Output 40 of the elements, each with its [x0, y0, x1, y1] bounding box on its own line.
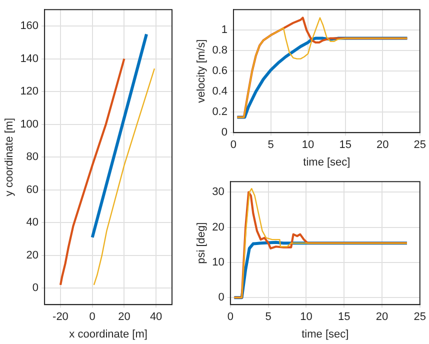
- x-tick-label: 10: [300, 311, 312, 324]
- x-tick-label: 25: [414, 311, 426, 324]
- y-tick-label: 60: [26, 184, 39, 196]
- x-axis-title: x coordinate [m]: [69, 328, 148, 340]
- x-tick-label: 15: [338, 311, 350, 324]
- x-tick-label: 0: [89, 311, 96, 324]
- x-tick-label: 5: [265, 311, 272, 324]
- y-axis-title: psi [deg]: [196, 222, 208, 264]
- y-tick-label: 1: [221, 24, 228, 36]
- y-tick-label: 120: [20, 86, 39, 98]
- x-tick-label: 25: [414, 139, 426, 152]
- x-tick-label: 10: [302, 139, 314, 152]
- x-axis-title: time [sec]: [303, 156, 350, 168]
- x-tick-label: -20: [52, 311, 68, 324]
- y-tick-label: 0: [32, 282, 39, 294]
- x-tick-label: 40: [150, 311, 162, 324]
- y-tick-label: 100: [20, 118, 39, 130]
- y-tick-label: 0.2: [212, 106, 228, 118]
- y-tick-label: 0: [218, 292, 224, 304]
- y-tick-label: 20: [26, 249, 39, 262]
- y-axis-title: y coordinate [m]: [4, 118, 16, 196]
- x-tick-label: 15: [339, 139, 352, 152]
- x-axis-title: time [sec]: [302, 328, 349, 340]
- y-tick-label: 80: [26, 151, 39, 164]
- y-tick-label: 140: [20, 52, 39, 65]
- y-tick-label: 10: [212, 256, 224, 268]
- x-tick-label: 20: [376, 311, 388, 324]
- y-tick-label: 0.8: [212, 44, 228, 57]
- y-tick-label: 0: [221, 126, 228, 139]
- y-tick-label: 30: [212, 186, 224, 198]
- y-tick-label: 0.6: [212, 65, 228, 78]
- x-tick-label: 20: [118, 311, 130, 324]
- y-tick-label: 0.4: [212, 86, 228, 98]
- x-tick-label: 0: [230, 139, 237, 152]
- y-tick-label: 40: [26, 216, 39, 229]
- y-axis-title: velocity [m/s]: [196, 39, 208, 103]
- y-tick-label: 20: [212, 221, 224, 234]
- x-tick-label: 5: [268, 139, 274, 152]
- x-tick-label: 20: [376, 139, 389, 152]
- y-tick-label: 160: [20, 20, 39, 32]
